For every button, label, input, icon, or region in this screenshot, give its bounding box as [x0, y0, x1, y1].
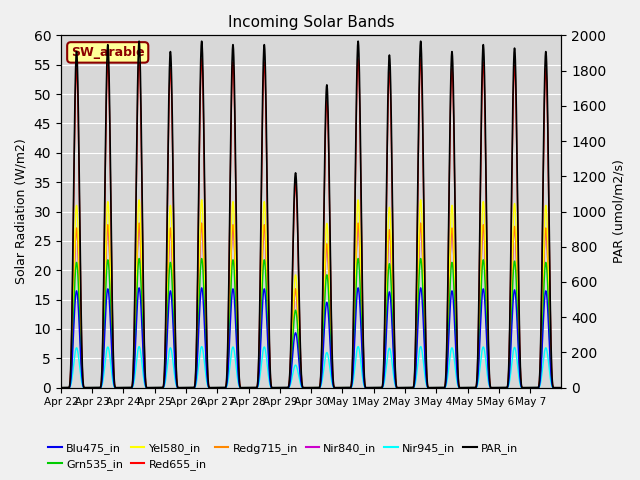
- Line: Nir945_in: Nir945_in: [61, 347, 561, 388]
- Yel580_in: [552, 385, 560, 391]
- Redg715_in: [375, 385, 383, 391]
- Red655_in: [135, 56, 143, 62]
- Grn535_in: [451, 314, 459, 320]
- Nir945_in: [135, 344, 143, 349]
- Red655_in: [57, 385, 65, 391]
- PAR_in: [552, 385, 560, 391]
- Nir840_in: [557, 385, 565, 391]
- Red655_in: [159, 383, 167, 388]
- Yel580_in: [419, 252, 427, 258]
- Blu475_in: [481, 302, 489, 308]
- Line: Nir840_in: Nir840_in: [61, 223, 561, 388]
- Grn535_in: [552, 385, 560, 391]
- Nir945_in: [159, 384, 167, 390]
- PAR_in: [57, 385, 65, 391]
- Redg715_in: [451, 295, 459, 300]
- Nir840_in: [57, 385, 65, 391]
- PAR_in: [375, 385, 383, 391]
- Blu475_in: [135, 285, 143, 291]
- Line: PAR_in: PAR_in: [61, 41, 561, 388]
- Yel580_in: [135, 197, 143, 203]
- Nir945_in: [481, 351, 489, 357]
- Red655_in: [481, 114, 489, 120]
- Yel580_in: [159, 384, 167, 389]
- Redg715_in: [159, 384, 167, 389]
- Legend: Blu475_in, Grn535_in, Yel580_in, Red655_in, Redg715_in, Nir840_in, Nir945_in, PA: Blu475_in, Grn535_in, Yel580_in, Red655_…: [44, 438, 523, 474]
- Nir840_in: [419, 268, 427, 274]
- Nir945_in: [57, 385, 65, 391]
- Nir840_in: [375, 385, 383, 391]
- Y-axis label: PAR (umol/m2/s): PAR (umol/m2/s): [612, 159, 625, 264]
- Red655_in: [552, 385, 560, 391]
- Yel580_in: [57, 385, 65, 391]
- Grn535_in: [57, 385, 65, 391]
- Grn535_in: [135, 256, 143, 262]
- Redg715_in: [57, 385, 65, 391]
- Yel580_in: [375, 385, 383, 391]
- Redg715_in: [419, 268, 427, 274]
- Grn535_in: [375, 385, 383, 391]
- Nir840_in: [451, 295, 459, 300]
- Nir945_in: [419, 356, 427, 361]
- Blu475_in: [552, 385, 560, 391]
- Yel580_in: [481, 230, 489, 236]
- Redg715_in: [481, 249, 489, 255]
- PAR_in: [159, 383, 167, 388]
- Red655_in: [557, 385, 565, 391]
- Grn535_in: [557, 385, 565, 391]
- Blu475_in: [451, 330, 459, 336]
- Nir840_in: [159, 384, 167, 389]
- Yel580_in: [557, 385, 565, 391]
- PAR_in: [135, 38, 143, 44]
- Blu475_in: [375, 385, 383, 391]
- PAR_in: [557, 385, 565, 391]
- Line: Red655_in: Red655_in: [61, 59, 561, 388]
- Redg715_in: [552, 385, 560, 391]
- Nir945_in: [552, 385, 560, 391]
- Blu475_in: [159, 384, 167, 390]
- Nir945_in: [557, 385, 565, 391]
- Nir945_in: [375, 385, 383, 391]
- Grn535_in: [419, 293, 427, 299]
- Grn535_in: [159, 384, 167, 390]
- Nir840_in: [552, 385, 560, 391]
- Blu475_in: [557, 385, 565, 391]
- Text: SW_arable: SW_arable: [71, 46, 145, 59]
- Line: Yel580_in: Yel580_in: [61, 200, 561, 388]
- Title: Incoming Solar Bands: Incoming Solar Bands: [228, 15, 394, 30]
- Redg715_in: [557, 385, 565, 391]
- Nir840_in: [481, 249, 489, 255]
- Line: Blu475_in: Blu475_in: [61, 288, 561, 388]
- Blu475_in: [57, 385, 65, 391]
- Nir840_in: [135, 220, 143, 226]
- PAR_in: [419, 140, 427, 145]
- Blu475_in: [419, 314, 427, 320]
- PAR_in: [451, 195, 459, 201]
- PAR_in: [481, 99, 489, 105]
- Nir945_in: [451, 362, 459, 368]
- Redg715_in: [135, 220, 143, 226]
- Red655_in: [375, 385, 383, 391]
- Y-axis label: Solar Radiation (W/m2): Solar Radiation (W/m2): [15, 139, 28, 284]
- Red655_in: [419, 152, 427, 158]
- Red655_in: [451, 204, 459, 210]
- Line: Grn535_in: Grn535_in: [61, 259, 561, 388]
- Line: Redg715_in: Redg715_in: [61, 223, 561, 388]
- Grn535_in: [481, 278, 489, 284]
- Yel580_in: [451, 282, 459, 288]
